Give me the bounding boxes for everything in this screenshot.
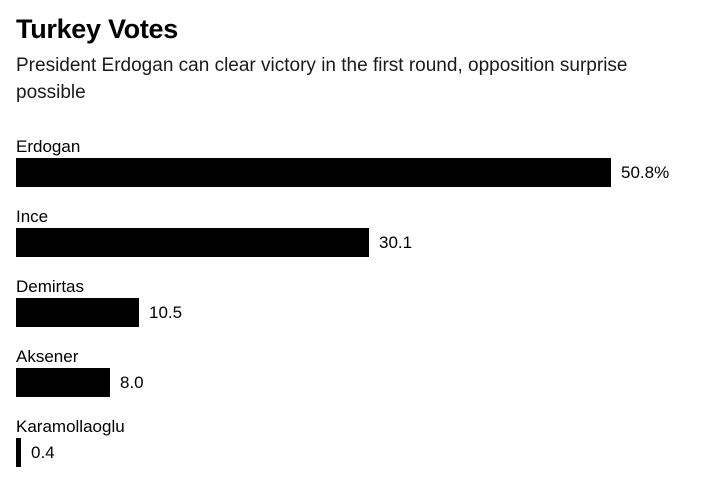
- page-title: Turkey Votes: [16, 14, 178, 44]
- category-label: Erdogan: [16, 137, 81, 156]
- bar-line: 0.4: [16, 438, 689, 467]
- bar-line: 30.1: [16, 228, 689, 257]
- value-label: 10.5: [149, 302, 183, 322]
- category-label: Ince: [16, 207, 49, 226]
- value-label: 30.1: [379, 232, 413, 252]
- bar-karamollaoglu: [16, 438, 21, 467]
- bar-line: 50.8%: [16, 158, 689, 187]
- bar-erdogan: [16, 158, 611, 187]
- bar-line: 10.5: [16, 298, 689, 327]
- bar-row-erdogan: Erdogan 50.8%: [16, 136, 689, 206]
- value-label: 8.0: [120, 372, 144, 392]
- category-label: Demirtas: [16, 277, 85, 296]
- value-label: 50.8%: [621, 162, 670, 182]
- bar-row-aksener: Aksener 8.0: [16, 346, 689, 416]
- bar-demirtas: [16, 298, 139, 327]
- bar-row-karamollaoglu: Karamollaoglu 0.4: [16, 416, 689, 486]
- value-label: 0.4: [31, 442, 55, 462]
- chart-subtitle: President Erdogan can clear victory in t…: [16, 55, 628, 103]
- bar-chart: Erdogan 50.8% Ince 30.1 Demirtas 10.5 Ak…: [16, 136, 689, 486]
- bar-row-ince: Ince 30.1: [16, 206, 689, 276]
- category-label: Aksener: [16, 347, 79, 366]
- bar-aksener: [16, 368, 110, 397]
- bar-ince: [16, 228, 369, 257]
- bar-line: 8.0: [16, 368, 689, 397]
- bar-row-demirtas: Demirtas 10.5: [16, 276, 689, 346]
- category-label: Karamollaoglu: [16, 417, 125, 436]
